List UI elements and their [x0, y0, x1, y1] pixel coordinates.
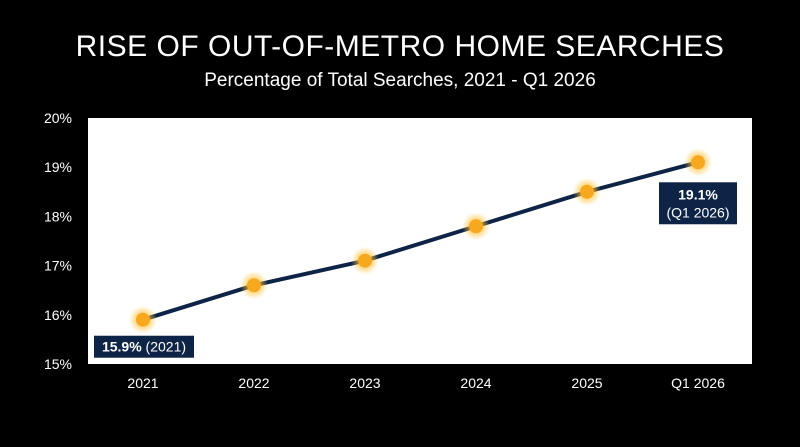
value-callout: 15.9% (2021) [94, 335, 194, 358]
callout-box [94, 335, 194, 358]
chart-title: RISE OF OUT-OF-METRO HOME SEARCHES [75, 30, 725, 63]
x-tick-label: 2021 [127, 375, 158, 391]
data-point [351, 246, 379, 275]
callout-period: (Q1 2026) [666, 204, 729, 220]
x-tick-label: 2023 [349, 375, 380, 391]
x-tick-label: 2022 [238, 375, 269, 391]
x-tick-label: Q1 2026 [671, 375, 725, 391]
callouts: 15.9% (2021) 19.1% (Q1 2026) [94, 182, 737, 358]
callout-label: 15.9% (2021) [102, 339, 186, 355]
series-line [141, 160, 700, 322]
callout-period: (2021) [142, 339, 186, 355]
y-tick-label: 15% [44, 356, 72, 372]
callout-box [659, 182, 737, 225]
data-point-marker [580, 184, 594, 199]
x-tick-label: 2025 [571, 375, 602, 391]
x-tick-label: 2024 [460, 375, 491, 391]
data-point [129, 305, 157, 334]
chart-subtitle: Percentage of Total Searches, 2021 - Q1 … [204, 70, 596, 91]
callout-value: 15.9% [102, 339, 142, 355]
y-tick-label: 19% [44, 159, 72, 175]
y-tick-label: 17% [44, 258, 72, 274]
data-point-marker [247, 278, 261, 293]
y-tick-label: 20% [44, 110, 72, 126]
data-point [462, 212, 490, 241]
y-tick-label: 18% [44, 208, 72, 224]
value-callout: 19.1% (Q1 2026) [659, 182, 737, 225]
data-point-marker [691, 155, 705, 170]
data-point [684, 148, 712, 177]
plot-area [88, 118, 752, 364]
callout-value: 19.1% [678, 186, 718, 202]
data-point [240, 271, 268, 300]
data-point-marker [358, 253, 372, 268]
y-axis-labels: 15% 16% 17% 18% 19% 20% [44, 110, 72, 372]
data-point [573, 177, 601, 206]
data-point-marker [469, 219, 483, 234]
data-points [129, 148, 712, 334]
y-tick-label: 16% [44, 307, 72, 323]
data-point-marker [136, 312, 150, 327]
x-axis-labels: 2021 2022 2023 2024 2025 Q1 2026 [127, 375, 725, 391]
